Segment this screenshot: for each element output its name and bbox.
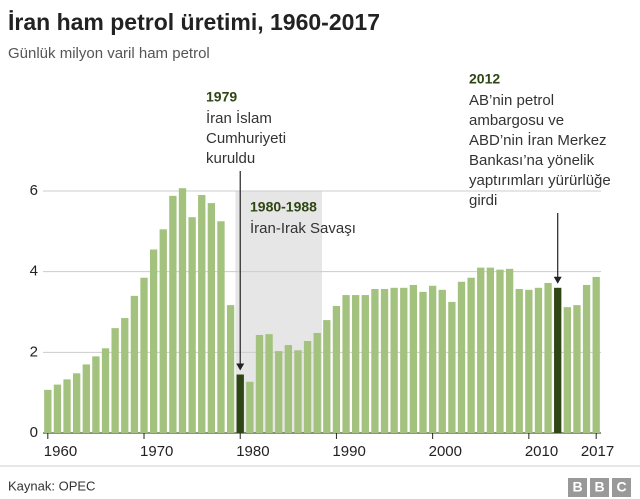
bar xyxy=(496,269,504,433)
bar xyxy=(371,289,379,433)
bar xyxy=(573,305,581,433)
svg-text:B: B xyxy=(594,479,604,495)
source: Kaynak: OPEC xyxy=(8,478,95,493)
annotation-text: ambargosu ve xyxy=(469,112,564,129)
bar xyxy=(467,277,475,433)
bar xyxy=(101,348,110,433)
bar xyxy=(534,287,543,433)
bar xyxy=(149,249,158,433)
bar xyxy=(284,345,292,433)
bar xyxy=(352,295,360,433)
annotation-heading: 2012 xyxy=(469,71,500,87)
bar xyxy=(255,334,264,433)
bar xyxy=(419,291,427,433)
bar xyxy=(342,295,350,433)
x-tick-label: 2010 xyxy=(525,443,558,460)
bar xyxy=(448,301,456,433)
annotation-text: girdi xyxy=(469,192,497,209)
bar xyxy=(130,295,139,433)
x-tick-label: 1980 xyxy=(236,443,269,460)
bar xyxy=(92,356,100,433)
y-tick-label: 6 xyxy=(30,182,38,199)
annotation-heading: 1980-1988 xyxy=(250,199,317,215)
bar xyxy=(525,289,533,433)
bar xyxy=(198,195,206,433)
bar xyxy=(505,268,514,433)
annotation-text: kuruldu xyxy=(206,150,255,167)
bar xyxy=(275,351,283,433)
annotation-text: ABD’nin İran Merkez xyxy=(469,131,607,149)
y-tick-label: 0 xyxy=(30,424,38,441)
bar xyxy=(82,364,90,433)
bar xyxy=(73,373,81,433)
bar xyxy=(554,287,562,433)
bar xyxy=(169,195,177,433)
bar xyxy=(207,203,216,433)
x-tick-label: 2000 xyxy=(429,443,462,460)
bar xyxy=(313,332,321,433)
bar xyxy=(390,287,398,433)
bar xyxy=(400,287,408,433)
bar xyxy=(477,267,485,433)
bar xyxy=(515,289,523,433)
bar xyxy=(53,384,62,433)
annotation-text: Cumhuriyeti xyxy=(206,130,286,147)
annotation-text: İran İslam xyxy=(206,109,272,127)
bar xyxy=(246,381,254,433)
bar xyxy=(486,267,495,433)
x-tick-label: 1990 xyxy=(332,443,365,460)
bar xyxy=(44,389,52,433)
bar xyxy=(582,284,591,433)
bar xyxy=(563,307,571,433)
x-tick-label: 1960 xyxy=(44,443,77,460)
bar xyxy=(265,334,273,433)
chart-subtitle: Günlük milyon varil ham petrol xyxy=(8,45,210,62)
x-tick-label: 1970 xyxy=(140,443,173,460)
svg-text:C: C xyxy=(616,479,626,495)
bar xyxy=(294,350,302,433)
bar xyxy=(303,341,312,433)
bar xyxy=(428,285,437,433)
bar xyxy=(380,289,389,433)
bar xyxy=(111,328,119,433)
bar xyxy=(544,282,552,433)
bar xyxy=(159,229,167,433)
bar xyxy=(217,221,225,433)
y-tick-label: 4 xyxy=(30,263,38,280)
bar xyxy=(438,289,446,433)
bar xyxy=(140,277,148,433)
chart-title: İran ham petrol üretimi, 1960-2017 xyxy=(8,9,380,35)
bar xyxy=(63,379,71,433)
bar xyxy=(332,305,341,433)
bbc-logo: B B C xyxy=(568,478,631,497)
y-tick-label: 2 xyxy=(30,343,38,360)
bar xyxy=(409,284,418,433)
bar xyxy=(323,320,331,433)
bar xyxy=(178,188,187,433)
bar xyxy=(226,305,235,433)
bar xyxy=(188,217,196,433)
annotation-text: yaptırımları yürürlüğe xyxy=(469,172,611,189)
bar xyxy=(592,276,600,433)
annotation-text: Bankası’na yönelik xyxy=(469,152,595,169)
x-tick-label: 2017 xyxy=(581,443,614,460)
annotation-text: İran-Irak Savaşı xyxy=(250,219,356,237)
annotation-text: AB’nin petrol xyxy=(469,92,554,109)
annotation-heading: 1979 xyxy=(206,89,237,105)
bar xyxy=(236,374,244,433)
svg-text:B: B xyxy=(572,479,582,495)
bar xyxy=(361,295,369,433)
annotation-arrow xyxy=(236,363,245,371)
bar xyxy=(457,281,466,433)
annotation-arrow xyxy=(553,276,562,284)
bar xyxy=(121,318,129,433)
